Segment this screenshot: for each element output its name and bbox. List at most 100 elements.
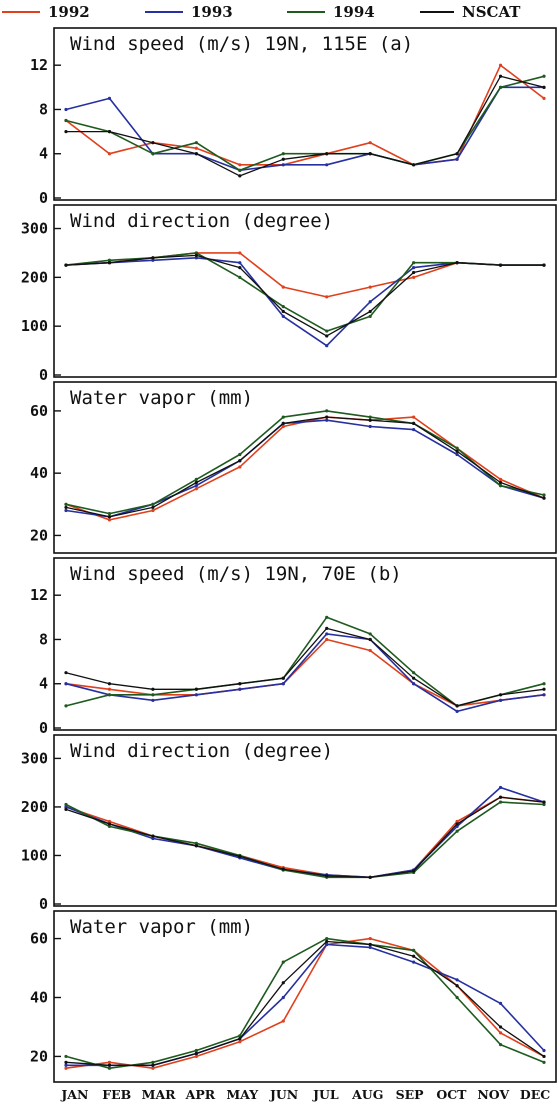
data-point-nscat: [542, 263, 546, 267]
month-label-jun: JUN: [269, 1087, 298, 1102]
data-point-1994: [194, 1048, 198, 1053]
series-line-1993: [65, 633, 545, 713]
data-point-1994: [64, 502, 68, 506]
data-point-1992: [107, 687, 112, 691]
data-point-nscat: [64, 130, 68, 134]
data-point-1993: [325, 632, 329, 636]
month-label-oct: OCT: [436, 1087, 467, 1102]
data-point-nscat: [542, 85, 546, 89]
y-tick-label: 8: [39, 100, 48, 118]
data-point-1993: [281, 163, 285, 167]
data-point-1994: [281, 152, 285, 156]
month-label-may: MAY: [226, 1087, 259, 1102]
data-point-1994: [412, 261, 416, 265]
series-line-nscat: [65, 627, 545, 707]
data-point-1993: [412, 427, 416, 432]
data-point-nscat: [368, 637, 372, 642]
legend-label-nscat: NSCAT: [462, 3, 521, 21]
panel-wind-speed-a: 0 4 8 12 Wind speed (m/s) 19N, 115E (a): [30, 27, 557, 207]
data-point-1994: [455, 829, 459, 833]
data-point-1994: [64, 802, 68, 807]
data-point-1994: [542, 74, 546, 78]
data-point-nscat: [64, 1060, 68, 1064]
data-point-1992: [238, 465, 242, 469]
month-label-sep: SEP: [396, 1087, 425, 1102]
data-point-nscat: [455, 822, 459, 826]
data-point-1994: [498, 484, 503, 488]
data-point-1993: [64, 805, 68, 809]
data-point-1994: [107, 258, 112, 262]
data-point-nscat: [498, 1025, 503, 1029]
y-tick-label: 4: [39, 145, 48, 163]
month-label-apr: APR: [185, 1087, 216, 1102]
data-point-1994: [281, 305, 285, 309]
data-point-nscat: [412, 421, 416, 425]
data-point-nscat: [542, 800, 546, 804]
data-point-1994: [542, 1060, 546, 1064]
panel-frame: [53, 734, 557, 907]
data-point-1994: [151, 693, 155, 697]
data-point-1992: [64, 1066, 68, 1070]
data-point-nscat: [542, 496, 546, 500]
data-point-1993: [455, 157, 459, 161]
data-point-nscat: [238, 854, 242, 859]
data-point-nscat: [151, 1063, 155, 1067]
data-point-nscat: [151, 141, 155, 145]
panel-title-background: [67, 915, 257, 939]
y-tick-label: 8: [39, 630, 48, 648]
data-point-1992: [368, 141, 372, 145]
data-point-1992: [368, 648, 372, 653]
data-point-1994: [64, 1054, 68, 1059]
data-point-1993: [368, 945, 372, 950]
data-point-1993: [151, 836, 155, 841]
y-tick-label: 60: [30, 930, 48, 948]
panel-title-background: [67, 386, 257, 410]
y-tick-label: 0: [39, 895, 48, 913]
series-line-nscat: [65, 796, 545, 878]
data-point-1994: [107, 1066, 112, 1070]
panel-title-background: [67, 562, 405, 586]
y-tick-label: 300: [21, 220, 48, 238]
data-point-1992: [107, 1060, 112, 1064]
series-line-1993: [65, 256, 544, 347]
data-point-1994: [151, 502, 155, 506]
data-point-1992: [498, 1031, 503, 1035]
data-point-nscat: [238, 174, 242, 178]
data-point-1994: [368, 632, 372, 636]
data-point-nscat: [107, 515, 112, 519]
data-point-1993: [194, 484, 198, 488]
data-point-1994: [281, 960, 285, 964]
data-point-nscat: [107, 261, 112, 265]
series-line-1992: [65, 416, 545, 521]
legend-label-1993: 1993: [191, 3, 233, 21]
data-point-nscat: [412, 869, 416, 873]
data-point-1992: [107, 518, 112, 522]
data-point-1994: [238, 1034, 242, 1038]
data-point-nscat: [107, 682, 112, 686]
month-label-dec: DEC: [520, 1087, 550, 1102]
data-point-1994: [412, 948, 416, 952]
series-line-1994: [65, 410, 545, 515]
data-point-1994: [64, 704, 68, 708]
data-point-nscat: [325, 939, 329, 944]
data-point-nscat: [498, 480, 503, 485]
data-point-1993: [368, 300, 372, 304]
data-point-nscat: [368, 942, 372, 947]
data-point-1992: [325, 637, 329, 642]
data-point-1994: [325, 409, 329, 413]
series-line-nscat: [65, 416, 545, 518]
data-point-1994: [194, 841, 198, 845]
data-point-nscat: [64, 505, 68, 510]
data-point-nscat: [368, 309, 372, 314]
panel-title: Water vapor (mm): [70, 916, 253, 938]
panel-title: Wind speed (m/s) 19N, 115E (a): [70, 33, 413, 55]
data-point-1993: [281, 995, 285, 1000]
data-point-1993: [455, 978, 459, 982]
data-point-1992: [194, 487, 198, 491]
data-point-1992: [107, 152, 112, 156]
data-point-1993: [107, 96, 112, 100]
data-point-1993: [64, 107, 68, 112]
y-tick-label: 0: [39, 366, 48, 384]
data-point-nscat: [325, 334, 329, 338]
y-tick-label: 200: [21, 798, 48, 816]
